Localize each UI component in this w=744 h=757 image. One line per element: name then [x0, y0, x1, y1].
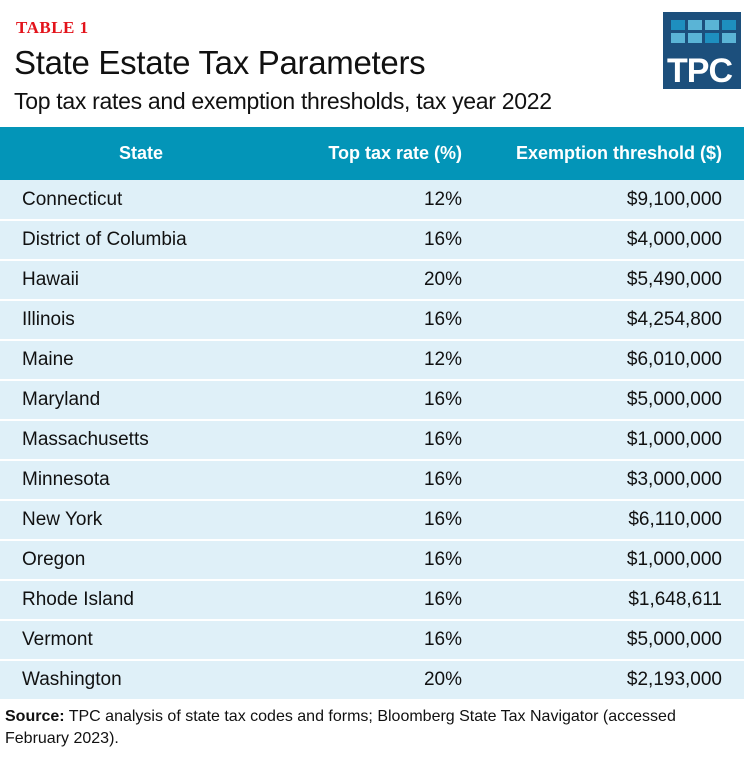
- cell-state: Maryland: [22, 389, 101, 410]
- table-label: TABLE 1: [16, 18, 89, 37]
- table-row: Hawaii 20% $5,490,000: [0, 260, 744, 300]
- cell-threshold: $1,648,611: [628, 589, 722, 610]
- cell-threshold: $1,000,000: [626, 429, 722, 450]
- cell-state: New York: [22, 509, 103, 530]
- cell-state: Maine: [22, 349, 74, 370]
- cell-threshold: $6,110,000: [628, 509, 722, 530]
- cell-threshold: $6,010,000: [626, 349, 722, 370]
- tpc-logo: TPC: [663, 12, 741, 90]
- source-text: TPC analysis of state tax codes and form…: [5, 708, 676, 747]
- table-row: Connecticut 12% $9,100,000: [0, 180, 744, 220]
- logo-grid: [671, 20, 736, 43]
- header-threshold: Exemption threshold ($): [515, 143, 722, 163]
- cell-state: Hawaii: [22, 269, 80, 290]
- page-subtitle: Top tax rates and exemption thresholds, …: [14, 88, 552, 114]
- header-state: State: [118, 143, 163, 163]
- logo-square: [688, 33, 702, 43]
- cell-rate: 16%: [423, 229, 462, 250]
- cell-state: District of Columbia: [22, 229, 187, 250]
- table-row: District of Columbia 16% $4,000,000: [0, 220, 744, 260]
- logo-square: [705, 20, 719, 30]
- cell-state: Washington: [22, 669, 122, 690]
- cell-rate: 16%: [423, 629, 462, 650]
- table-row: Minnesota 16% $3,000,000: [0, 460, 744, 500]
- cell-rate: 20%: [423, 269, 462, 290]
- table-row: Vermont 16% $5,000,000: [0, 620, 744, 660]
- header-rate: Top tax rate (%): [328, 143, 462, 163]
- cell-threshold: $1,000,000: [626, 549, 722, 570]
- cell-state: Massachusetts: [22, 429, 149, 450]
- cell-state: Illinois: [22, 309, 75, 330]
- cell-rate: 16%: [423, 589, 462, 610]
- logo-text: TPC: [667, 52, 733, 90]
- source-note: Source: TPC analysis of state tax codes …: [5, 706, 735, 750]
- logo-square: [688, 20, 702, 30]
- logo-square: [671, 33, 685, 43]
- table-row: Massachusetts 16% $1,000,000: [0, 420, 744, 460]
- cell-state: Rhode Island: [22, 589, 134, 610]
- cell-rate: 16%: [423, 429, 462, 450]
- cell-rate: 16%: [423, 509, 462, 530]
- page-title: State Estate Tax Parameters: [14, 44, 426, 81]
- table-row: Illinois 16% $4,254,800: [0, 300, 744, 340]
- cell-threshold: $5,000,000: [626, 389, 722, 410]
- source-label: Source:: [5, 708, 65, 725]
- cell-threshold: $2,193,000: [626, 669, 722, 690]
- logo-square: [705, 33, 719, 43]
- cell-rate: 12%: [423, 349, 462, 370]
- cell-rate: 20%: [423, 669, 462, 690]
- cell-rate: 16%: [423, 389, 462, 410]
- cell-rate: 16%: [423, 309, 462, 330]
- logo-square: [722, 20, 736, 30]
- cell-state: Minnesota: [22, 469, 110, 490]
- cell-rate: 12%: [423, 188, 462, 210]
- cell-threshold: $4,254,800: [626, 309, 722, 330]
- cell-state: Oregon: [22, 549, 86, 570]
- cell-threshold: $3,000,000: [626, 469, 722, 490]
- table-row: Oregon 16% $1,000,000: [0, 540, 744, 580]
- cell-state: Vermont: [22, 629, 93, 650]
- cell-threshold: $9,100,000: [626, 188, 722, 210]
- table-row: Rhode Island 16% $1,648,611: [0, 580, 744, 620]
- logo-square: [671, 20, 685, 30]
- table-row: Washington 20% $2,193,000: [0, 660, 744, 700]
- cell-rate: 16%: [423, 469, 462, 490]
- cell-threshold: $4,000,000: [626, 229, 722, 250]
- estate-tax-table: State Top tax rate (%) Exemption thresho…: [0, 127, 744, 701]
- cell-rate: 16%: [423, 549, 462, 570]
- cell-threshold: $5,490,000: [626, 269, 722, 290]
- logo-square: [722, 33, 736, 43]
- table-row: New York 16% $6,110,000: [0, 500, 744, 540]
- table-header-row: State Top tax rate (%) Exemption thresho…: [0, 127, 744, 180]
- cell-state: Connecticut: [22, 188, 123, 210]
- table-row: Maryland 16% $5,000,000: [0, 380, 744, 420]
- table-row: Maine 12% $6,010,000: [0, 340, 744, 380]
- cell-threshold: $5,000,000: [626, 629, 722, 650]
